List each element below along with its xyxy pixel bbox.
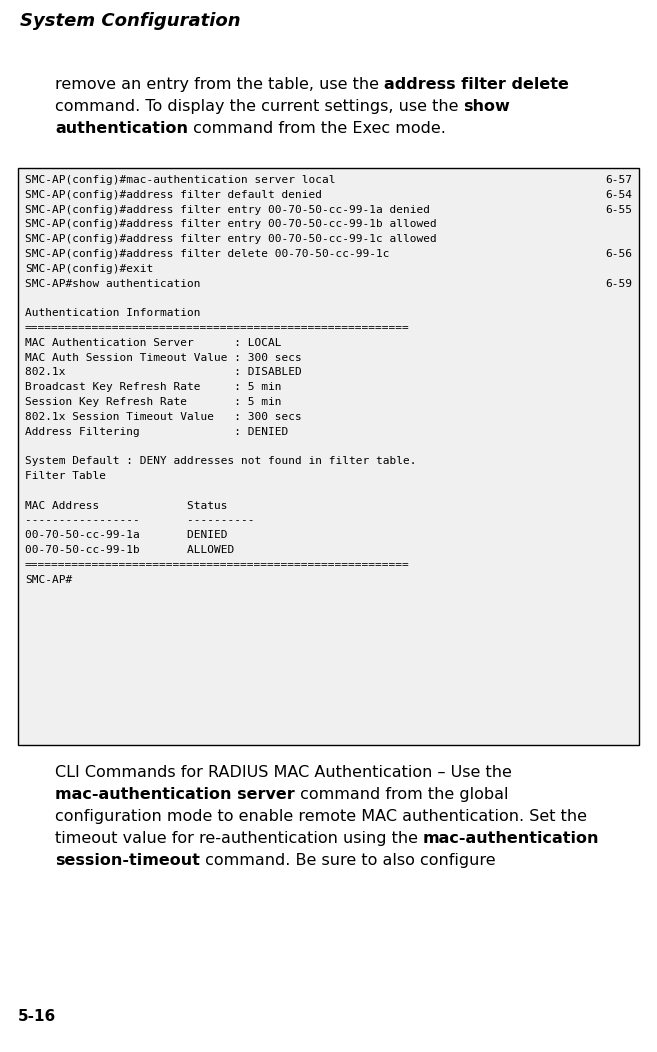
- Text: =========================================================: ========================================…: [25, 560, 410, 570]
- Text: SMC-AP(config)#address filter delete 00-70-50-cc-99-1c: SMC-AP(config)#address filter delete 00-…: [25, 249, 390, 259]
- Text: SMC-AP(config)#address filter entry 00-70-50-cc-99-1a denied: SMC-AP(config)#address filter entry 00-7…: [25, 204, 430, 215]
- Text: System Default : DENY addresses not found in filter table.: System Default : DENY addresses not foun…: [25, 457, 417, 466]
- Text: SMC-AP(config)#exit: SMC-AP(config)#exit: [25, 264, 153, 274]
- Text: 00-70-50-cc-99-1a       DENIED: 00-70-50-cc-99-1a DENIED: [25, 530, 227, 540]
- Text: remove an entry from the table, use the: remove an entry from the table, use the: [55, 77, 384, 92]
- Text: 6-54: 6-54: [605, 189, 632, 200]
- Text: -----------------       ----------: ----------------- ----------: [25, 515, 254, 525]
- Text: MAC Address             Status: MAC Address Status: [25, 501, 227, 510]
- Text: SMC-AP#show authentication: SMC-AP#show authentication: [25, 279, 200, 288]
- Text: session-timeout: session-timeout: [55, 853, 200, 868]
- Text: 6-55: 6-55: [605, 204, 632, 215]
- Text: Address Filtering              : DENIED: Address Filtering : DENIED: [25, 427, 288, 437]
- Text: 5-16: 5-16: [18, 1009, 57, 1024]
- Text: CLI Commands for RADIUS MAC Authentication – Use the: CLI Commands for RADIUS MAC Authenticati…: [55, 765, 512, 780]
- Text: command from the Exec mode.: command from the Exec mode.: [188, 121, 446, 136]
- Text: 6-57: 6-57: [605, 175, 632, 185]
- Text: address filter delete: address filter delete: [384, 77, 569, 92]
- Text: MAC Authentication Server      : LOCAL: MAC Authentication Server : LOCAL: [25, 338, 281, 348]
- Text: timeout value for re-authentication using the: timeout value for re-authentication usin…: [55, 831, 423, 846]
- Text: SMC-AP(config)#mac-authentication server local: SMC-AP(config)#mac-authentication server…: [25, 175, 336, 185]
- Text: SMC-AP(config)#address filter default denied: SMC-AP(config)#address filter default de…: [25, 189, 322, 200]
- Text: 6-56: 6-56: [605, 249, 632, 259]
- Text: SMC-AP(config)#address filter entry 00-70-50-cc-99-1b allowed: SMC-AP(config)#address filter entry 00-7…: [25, 220, 437, 229]
- Text: Session Key Refresh Rate       : 5 min: Session Key Refresh Rate : 5 min: [25, 397, 281, 407]
- Text: Authentication Information: Authentication Information: [25, 308, 200, 318]
- Text: 802.1x Session Timeout Value   : 300 secs: 802.1x Session Timeout Value : 300 secs: [25, 411, 302, 422]
- Text: =========================================================: ========================================…: [25, 323, 410, 333]
- Text: 802.1x                         : DISABLED: 802.1x : DISABLED: [25, 367, 302, 378]
- Bar: [18, 168, 639, 745]
- Text: command from the global: command from the global: [295, 787, 509, 802]
- Text: mac-authentication server: mac-authentication server: [55, 787, 295, 802]
- Text: show: show: [464, 99, 510, 114]
- Text: SMC-AP(config)#address filter entry 00-70-50-cc-99-1c allowed: SMC-AP(config)#address filter entry 00-7…: [25, 235, 437, 244]
- Text: configuration mode to enable remote MAC authentication. Set the: configuration mode to enable remote MAC …: [55, 809, 587, 824]
- Text: Broadcast Key Refresh Rate     : 5 min: Broadcast Key Refresh Rate : 5 min: [25, 382, 281, 392]
- Text: authentication: authentication: [55, 121, 188, 136]
- Text: mac-authentication: mac-authentication: [423, 831, 600, 846]
- Text: 00-70-50-cc-99-1b       ALLOWED: 00-70-50-cc-99-1b ALLOWED: [25, 545, 235, 555]
- Text: MAC Auth Session Timeout Value : 300 secs: MAC Auth Session Timeout Value : 300 sec…: [25, 352, 302, 363]
- Text: command. Be sure to also configure: command. Be sure to also configure: [200, 853, 495, 868]
- Text: SMC-AP#: SMC-AP#: [25, 574, 72, 585]
- Text: System Configuration: System Configuration: [20, 12, 240, 31]
- Text: 6-59: 6-59: [605, 279, 632, 288]
- Text: command. To display the current settings, use the: command. To display the current settings…: [55, 99, 464, 114]
- Text: Filter Table: Filter Table: [25, 471, 106, 481]
